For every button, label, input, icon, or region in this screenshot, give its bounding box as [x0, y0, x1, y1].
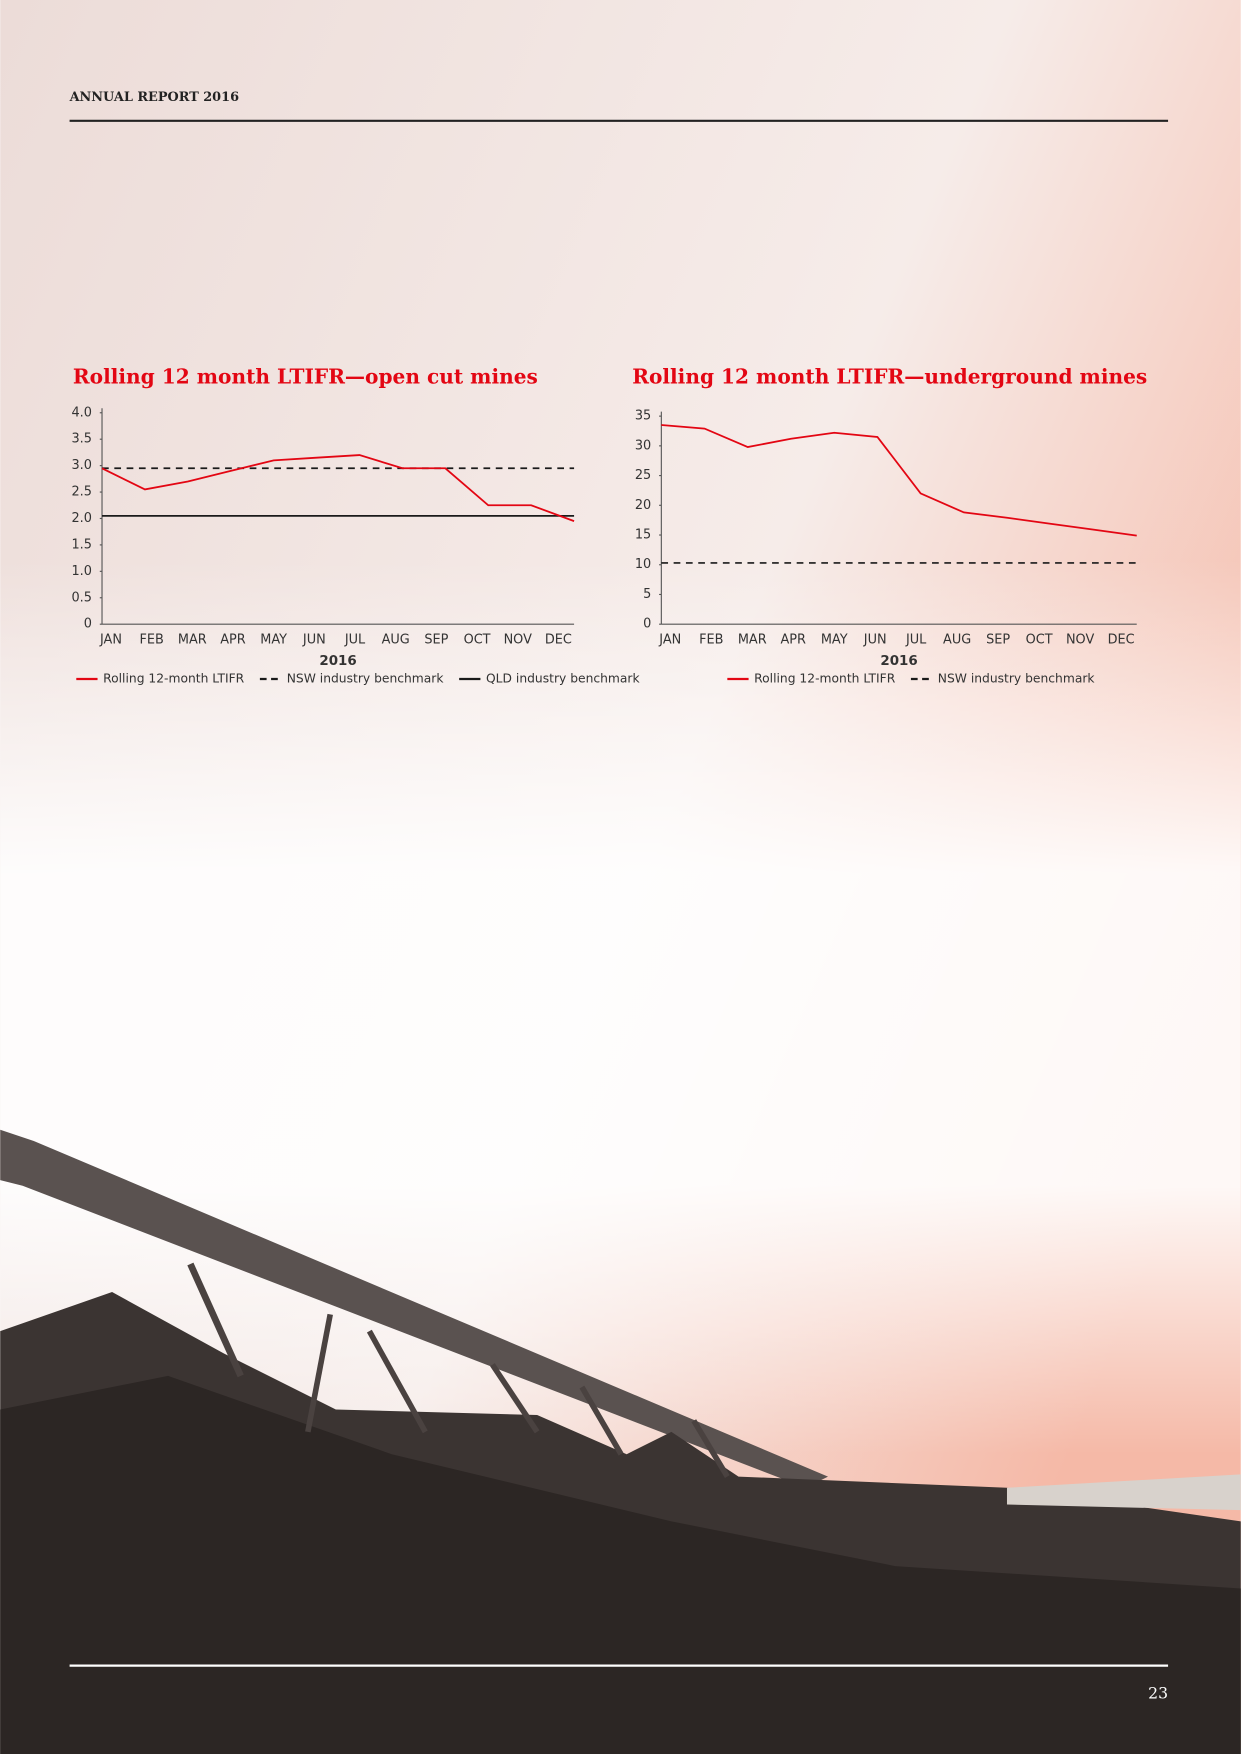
- y-tick-label: 15: [635, 528, 651, 543]
- x-tick-label: FEB: [139, 632, 163, 647]
- y-tick-label: 3.0: [71, 458, 91, 473]
- series-line: [661, 424, 1137, 537]
- x-tick-label: APR: [220, 632, 246, 647]
- x-tick-label: APR: [780, 632, 806, 647]
- x-tick-label: JAN: [658, 632, 681, 647]
- x-tick-label: MAR: [738, 632, 767, 647]
- background-fade: [0, 559, 1241, 1455]
- y-tick-label: 20: [635, 498, 651, 513]
- x-axis-label: 2016: [319, 654, 356, 669]
- y-tick-label: 5: [643, 587, 651, 602]
- y-tick-label: 25: [635, 468, 651, 483]
- x-tick-label: MAY: [821, 632, 848, 647]
- legend-label: Rolling 12-month LTIFR: [103, 672, 245, 686]
- legend-label: Rolling 12-month LTIFR: [754, 672, 896, 686]
- chart-title: Rolling 12 month LTIFR—underground mines: [632, 365, 1147, 389]
- y-tick-label: 0.5: [71, 590, 91, 605]
- x-tick-label: JUL: [905, 632, 927, 647]
- x-tick-label: MAY: [260, 632, 287, 647]
- y-tick-label: 0: [84, 617, 92, 632]
- y-tick-label: 3.5: [71, 432, 91, 447]
- x-tick-label: DEC: [1108, 632, 1135, 647]
- legend-label: QLD industry benchmark: [486, 672, 640, 686]
- legend-label: NSW industry benchmark: [938, 672, 1096, 686]
- x-tick-label: JUL: [344, 632, 366, 647]
- page-number: 23: [1148, 1684, 1168, 1703]
- x-tick-label: AUG: [943, 632, 971, 647]
- y-tick-label: 4.0: [71, 405, 91, 420]
- x-tick-label: MAR: [178, 632, 207, 647]
- x-tick-label: FEB: [699, 632, 723, 647]
- y-tick-label: 10: [635, 557, 651, 572]
- x-tick-label: JUN: [863, 632, 887, 647]
- x-tick-label: NOV: [1066, 632, 1095, 647]
- x-tick-label: JUN: [302, 632, 326, 647]
- y-tick-label: 30: [635, 438, 651, 453]
- chart-title: Rolling 12 month LTIFR—open cut mines: [73, 365, 538, 389]
- x-tick-label: SEP: [986, 632, 1010, 647]
- y-tick-label: 0: [643, 617, 651, 632]
- y-tick-label: 2.0: [71, 511, 91, 526]
- x-axis-label: 2016: [880, 654, 917, 669]
- x-tick-label: JAN: [99, 632, 122, 647]
- x-tick-label: OCT: [464, 632, 491, 647]
- y-tick-label: 35: [635, 409, 651, 424]
- x-tick-label: OCT: [1026, 632, 1053, 647]
- x-tick-label: SEP: [424, 632, 448, 647]
- series-line: [101, 454, 575, 522]
- header: ANNUAL REPORT 2016: [69, 90, 240, 105]
- x-tick-label: AUG: [382, 632, 410, 647]
- x-tick-label: NOV: [504, 632, 533, 647]
- legend-label: NSW industry benchmark: [287, 672, 445, 686]
- y-tick-label: 1.5: [71, 537, 91, 552]
- x-tick-label: DEC: [545, 632, 572, 647]
- y-tick-label: 1.0: [71, 564, 91, 579]
- y-tick-label: 2.5: [71, 485, 91, 500]
- photo: [0, 1129, 1241, 1754]
